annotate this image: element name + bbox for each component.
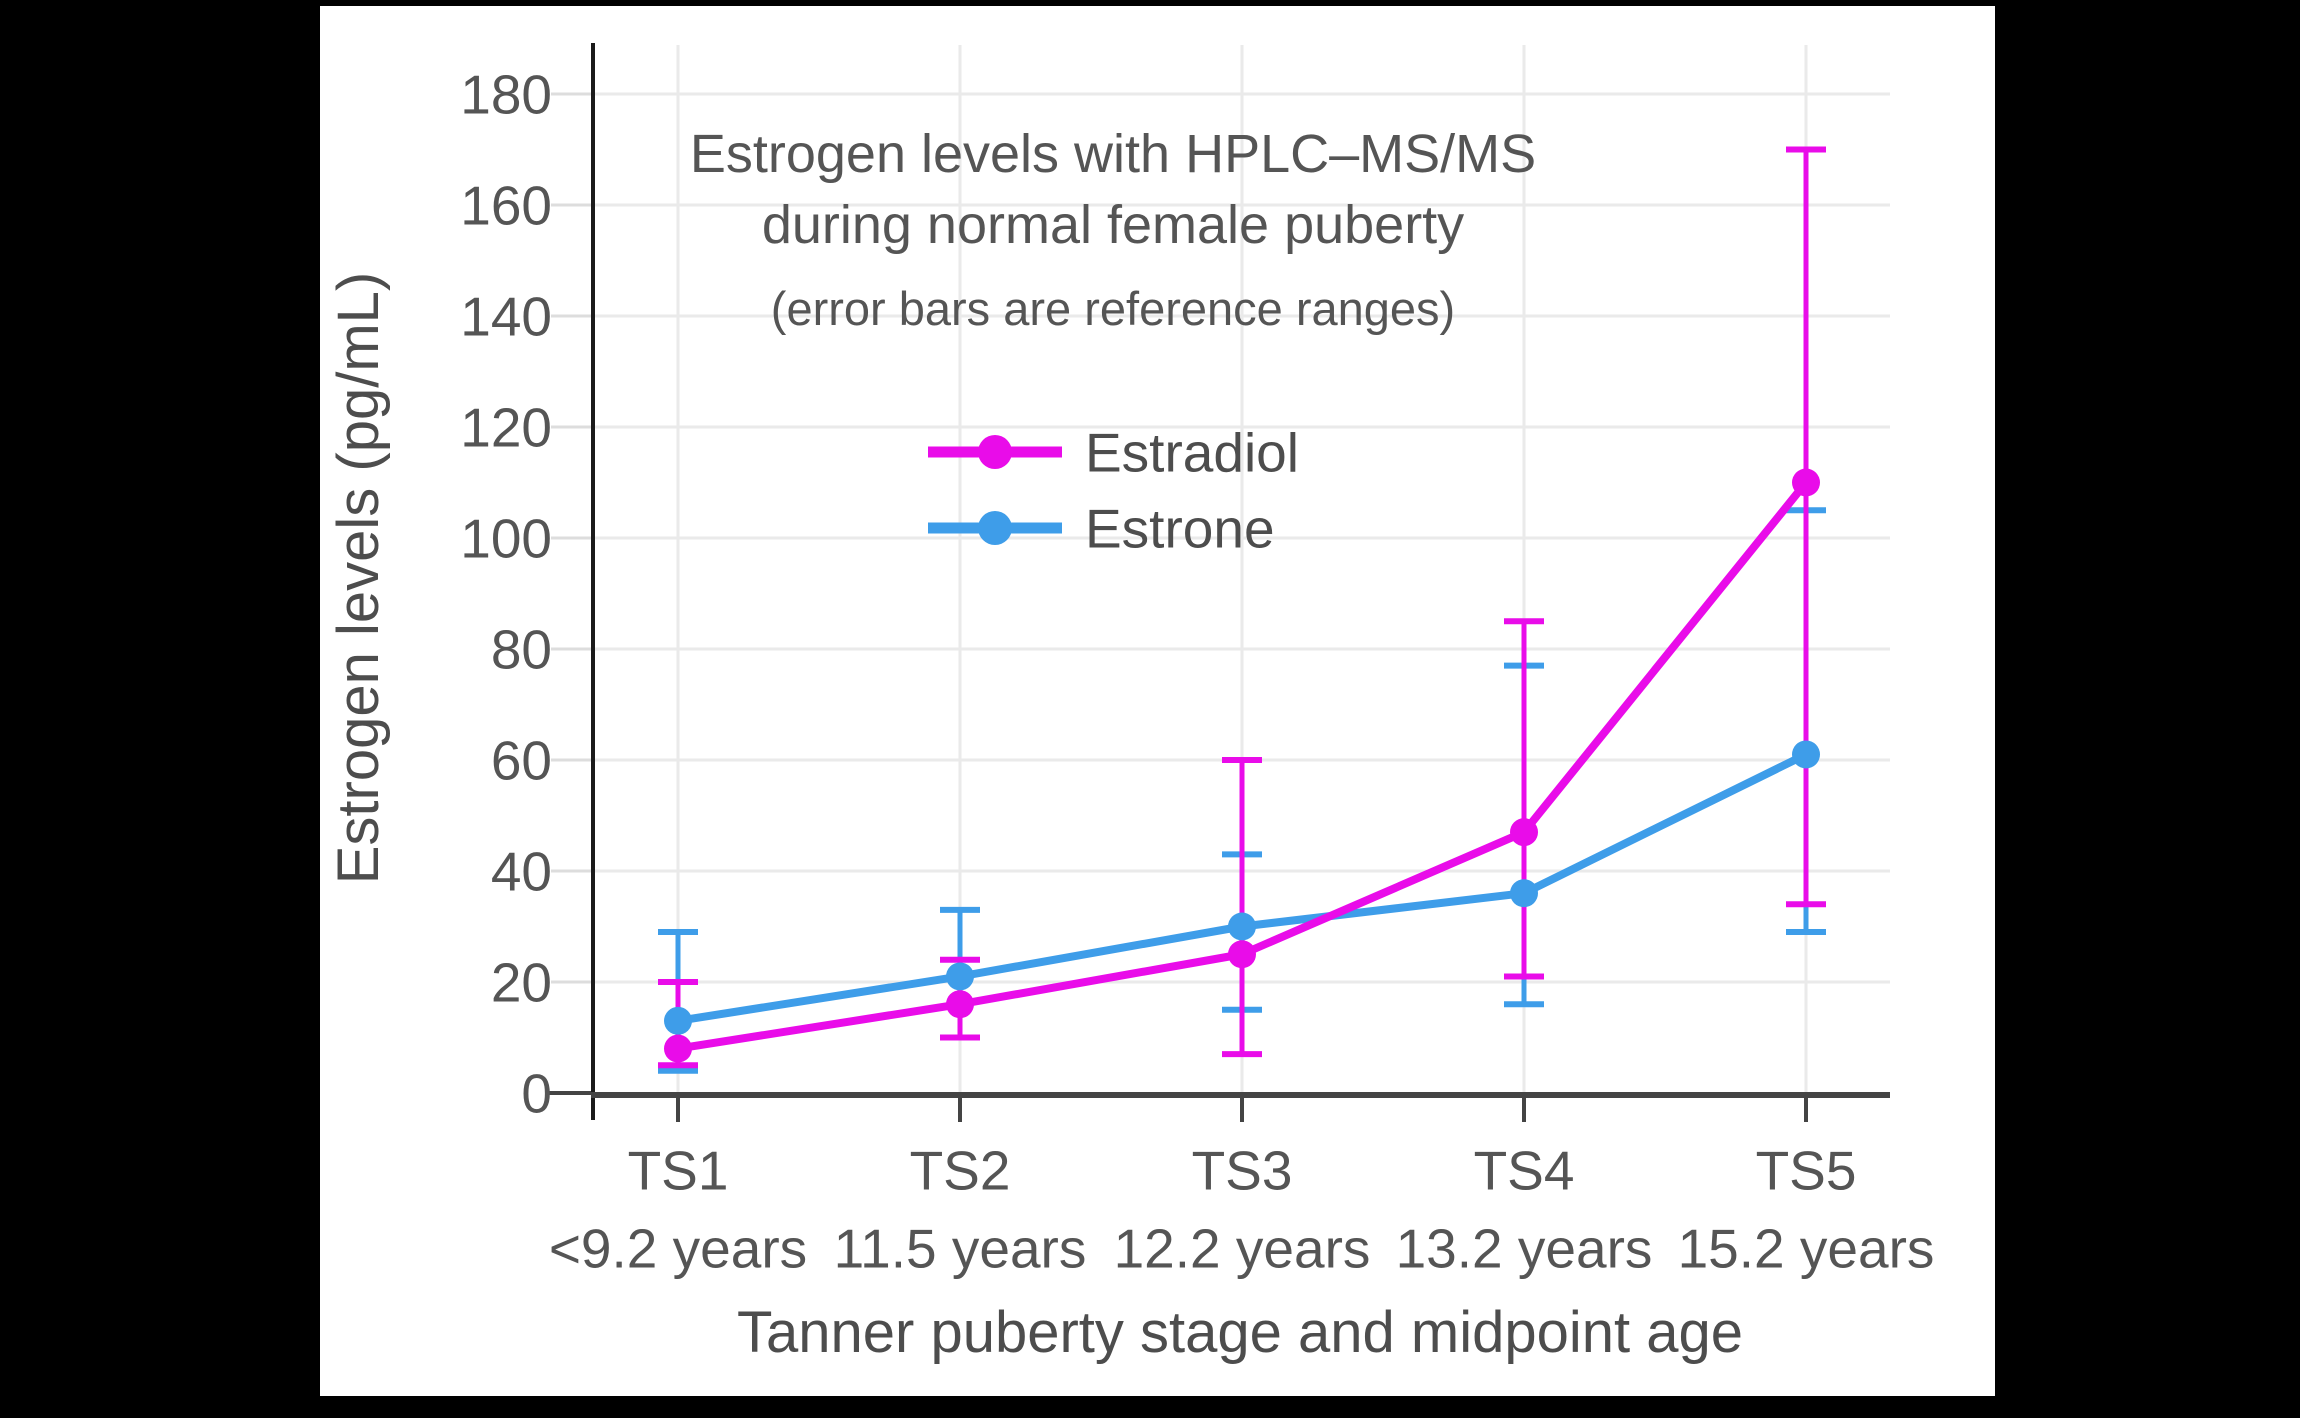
figure-panel xyxy=(320,6,1995,1396)
x-tick-label: TS5 xyxy=(1756,1139,1857,1201)
chart-title-line1: Estrogen levels with HPLC–MS/MS xyxy=(690,124,1536,184)
x-tick-sublabel: 12.2 years xyxy=(1114,1217,1371,1279)
y-tick-label: 180 xyxy=(460,63,552,125)
y-tick-label: 140 xyxy=(460,285,552,347)
data-point-estradiol xyxy=(1228,940,1256,969)
x-tick-label: TS4 xyxy=(1474,1139,1575,1201)
chart-title-line2: during normal female puberty xyxy=(762,195,1464,255)
x-tick-sublabel: 15.2 years xyxy=(1678,1217,1935,1279)
legend-marker-dot-estradiol xyxy=(978,435,1012,469)
y-tick-label: 100 xyxy=(460,507,552,569)
x-tick-label: TS3 xyxy=(1192,1139,1293,1201)
data-point-estrone xyxy=(1510,879,1538,908)
axes xyxy=(549,43,1890,1122)
data-point-estrone xyxy=(664,1006,692,1035)
data-point-estrone xyxy=(1228,912,1256,941)
data-point-estrone xyxy=(946,962,974,991)
y-tick-label: 40 xyxy=(491,840,552,902)
data-point-estradiol xyxy=(946,990,974,1019)
x-tick-sublabel: 13.2 years xyxy=(1396,1217,1653,1279)
y-tick-label: 0 xyxy=(521,1062,552,1124)
x-axis-title: Tanner puberty stage and midpoint age xyxy=(737,1300,1743,1365)
data-point-estrone xyxy=(1792,740,1820,769)
series-markers xyxy=(664,468,1820,1063)
legend-marker-dot-estrone xyxy=(978,511,1012,545)
data-point-estradiol xyxy=(664,1034,692,1063)
x-tick-sublabel: 11.5 years xyxy=(834,1217,1087,1279)
legend-label-estradiol: Estradiol xyxy=(1085,421,1299,483)
x-tick-label: TS2 xyxy=(910,1139,1011,1201)
y-tick-label: 120 xyxy=(460,396,552,458)
y-tick-label: 20 xyxy=(491,951,552,1013)
y-axis-title: Estrogen levels (pg/mL) xyxy=(326,272,391,884)
y-tick-label: 160 xyxy=(460,174,552,236)
chart-subtitle: (error bars are reference ranges) xyxy=(771,282,1455,335)
x-tick-sublabel: <9.2 years xyxy=(549,1217,807,1279)
legend-label-estrone: Estrone xyxy=(1085,497,1275,559)
legend: Estradiol Estrone xyxy=(928,421,1299,559)
data-point-estradiol xyxy=(1792,468,1820,497)
x-tick-label: TS1 xyxy=(628,1139,729,1201)
tick-labels: 0 20 40 60 80 100 120 140 160 180 TS1 <9.2 years TS2… xyxy=(460,63,1934,1279)
y-tick-label: 80 xyxy=(491,618,552,680)
y-tick-label: 60 xyxy=(491,729,552,791)
data-point-estradiol xyxy=(1510,818,1538,847)
